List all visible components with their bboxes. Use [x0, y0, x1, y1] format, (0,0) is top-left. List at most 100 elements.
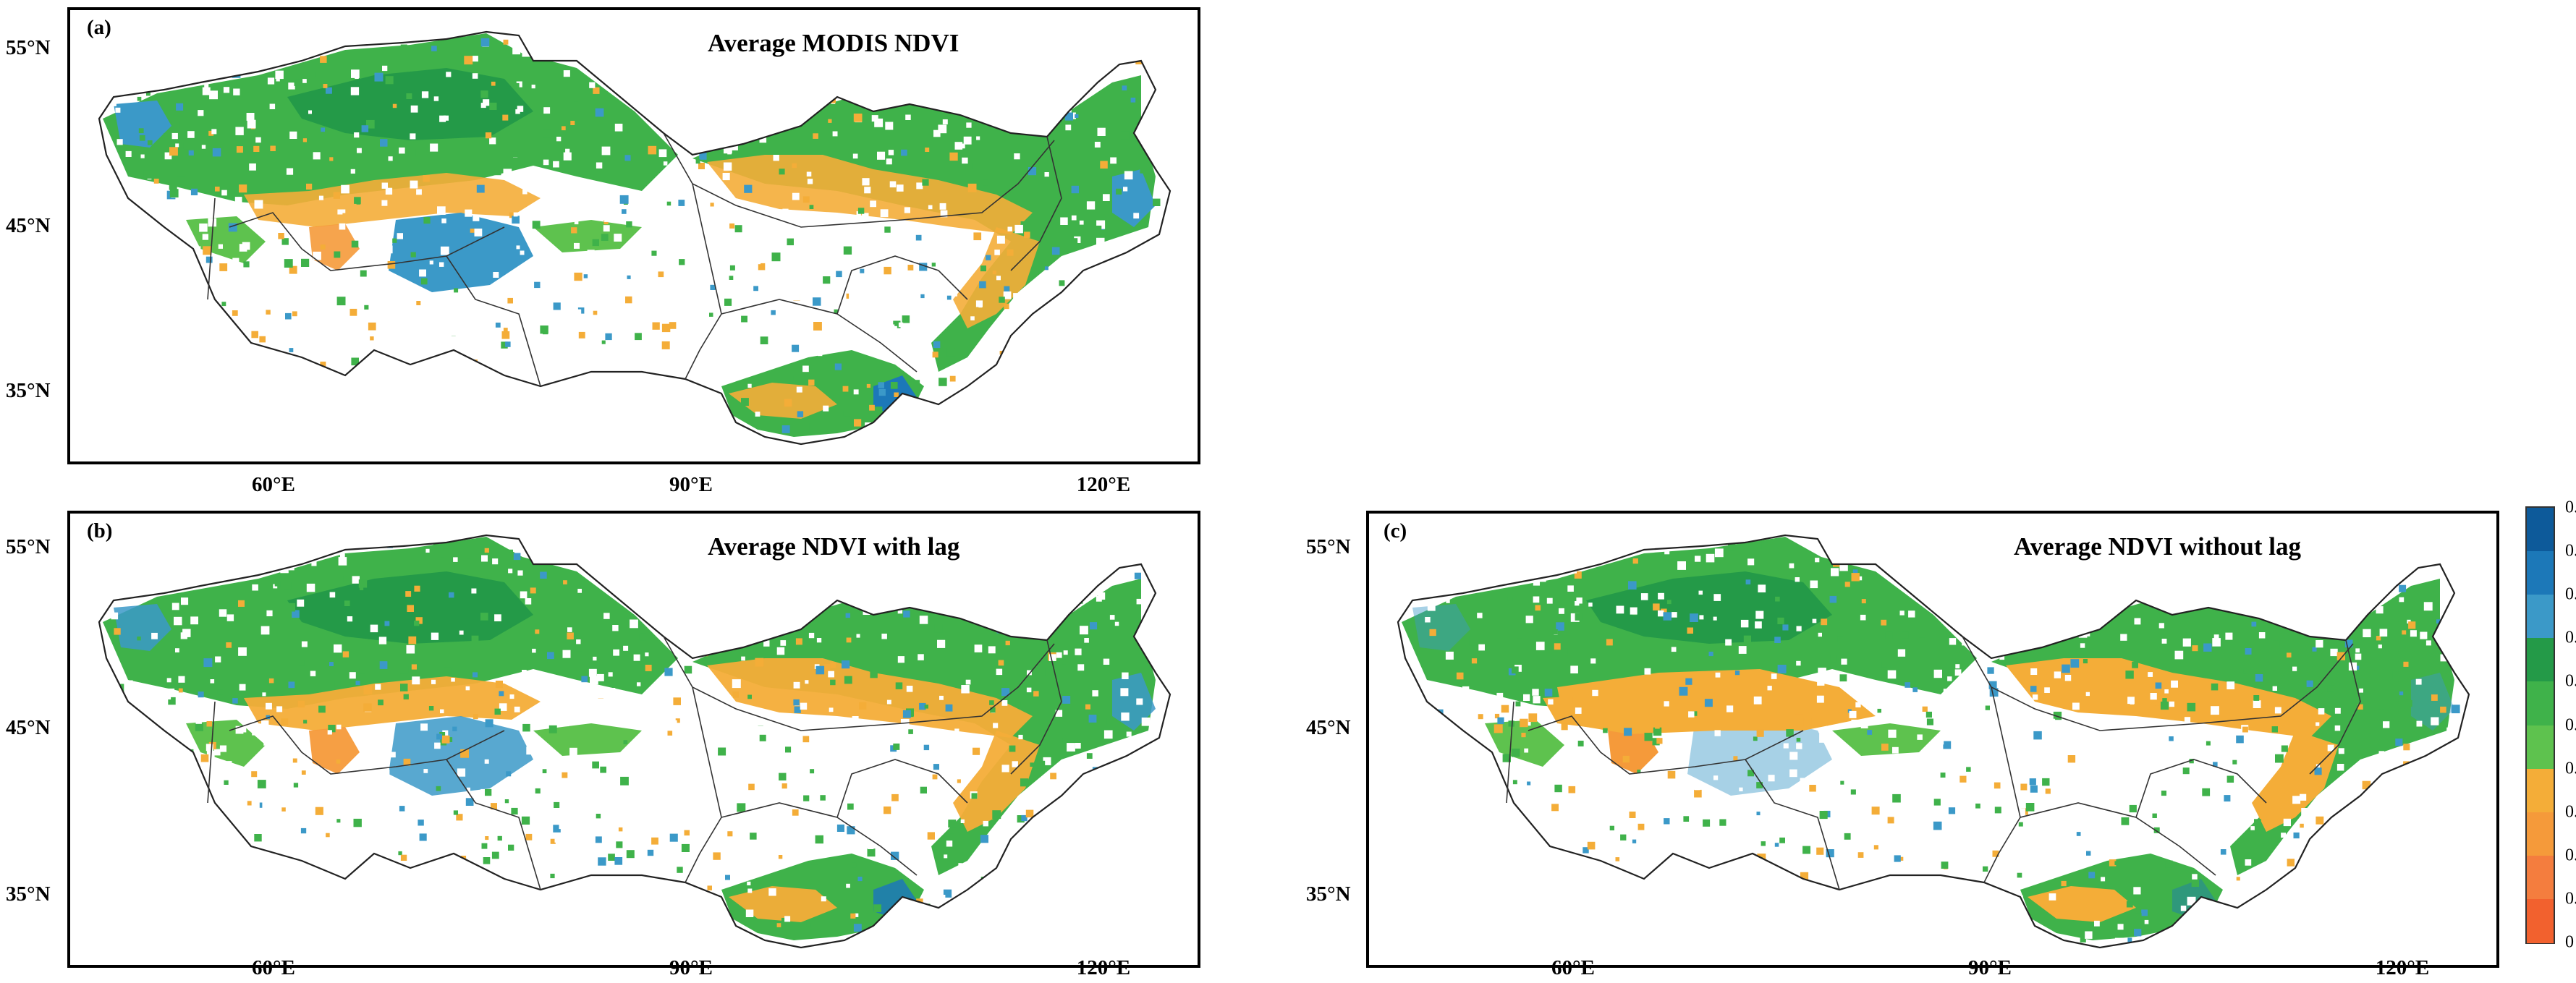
ndvi-pixel [219, 569, 226, 576]
ndvi-pixel [263, 741, 268, 746]
ndvi-pixel [1826, 849, 1834, 858]
ndvi-pixel [284, 259, 293, 268]
ndvi-pixel [2059, 812, 2065, 820]
ndvi-pixel [686, 545, 695, 554]
ndvi-pixel [516, 81, 522, 88]
ndvi-pixel [1809, 785, 1816, 792]
ndvi-pixel [520, 216, 525, 221]
ndvi-pixel [1943, 564, 1951, 572]
ndvi-pixel [1632, 839, 1637, 843]
ndvi-pixel [240, 203, 247, 210]
ndvi-pixel [1075, 114, 1079, 118]
ndvi-pixel [1047, 834, 1054, 841]
ndvi-pixel [944, 854, 948, 859]
ndvi-pixel [1101, 836, 1107, 843]
ndvi-pixel [1637, 770, 1641, 774]
ndvi-pixel [1622, 544, 1630, 552]
ndvi-pixel [634, 843, 639, 848]
ndvi-pixel [269, 755, 274, 759]
ndvi-pixel [203, 541, 212, 550]
ndvi-pixel [2439, 870, 2444, 875]
ndvi-pixel [2255, 674, 2263, 682]
ndvi-pixel [1062, 696, 1071, 704]
ndvi-pixel [741, 656, 745, 661]
ndvi-pixel [1886, 855, 1890, 860]
ndvi-pixel [1070, 812, 1077, 819]
ndvi-pixel [269, 39, 274, 43]
ndvi-pixel [1853, 904, 1860, 911]
ndvi-pixel [654, 830, 660, 836]
ndvi-pixel [658, 149, 667, 158]
ndvi-pixel [2146, 752, 2155, 760]
ndvi-pixel [614, 857, 623, 865]
ndvi-pixel [2405, 699, 2412, 707]
ndvi-pixel [1904, 540, 1909, 545]
ndvi-pixel [1849, 710, 1857, 718]
ndvi-pixel [1517, 633, 1522, 639]
ndvi-pixel [902, 710, 911, 718]
country-border [1010, 136, 1062, 271]
ndvi-pixel [302, 911, 308, 918]
ndvi-pixel [1098, 868, 1102, 872]
ndvi-pixel [2281, 833, 2286, 838]
ndvi-pixel [2316, 640, 2323, 648]
ndvi-pixel [281, 238, 289, 245]
ndvi-pixel [131, 881, 137, 888]
ndvi-pixel [2236, 877, 2240, 881]
ndvi-pixel [2417, 892, 2421, 896]
ndvi-pixel [1417, 706, 1423, 712]
ndvi-pixel [1544, 689, 1553, 697]
ndvi-pixel [782, 208, 789, 215]
ndvi-pixel [620, 935, 625, 940]
ndvi-pixel [311, 561, 317, 566]
ndvi-pixel [1658, 592, 1664, 600]
ndvi-pixel [1959, 775, 1967, 783]
ndvi-pixel [1027, 388, 1035, 396]
ndvi-pixel [922, 179, 929, 186]
ndvi-pixel [185, 299, 194, 307]
ndvi-pixel [2237, 568, 2245, 574]
ndvi-pixel [458, 429, 462, 434]
ndvi-pixel [872, 567, 880, 576]
ndvi-pixel [1017, 556, 1023, 563]
ndvi-pixel [1992, 850, 1999, 857]
ndvi-pixel [1694, 837, 1699, 842]
ndvi-pixel [1972, 910, 1980, 919]
ndvi-pixel [785, 746, 792, 753]
ndvi-pixel [583, 274, 588, 278]
ndvi-pixel [947, 384, 954, 391]
ndvi-pixel [216, 205, 224, 214]
ndvi-pixel [889, 181, 897, 188]
ndvi-pixel [1841, 658, 1847, 665]
ndvi-pixel [675, 54, 684, 64]
ndvi-pixel [457, 927, 462, 932]
ndvi-pixel [1664, 818, 1670, 825]
ndvi-pixel [1013, 628, 1018, 633]
ndvi-pixel [1454, 940, 1459, 944]
ndvi-pixel [787, 790, 792, 795]
ndvi-pixel [675, 718, 680, 723]
ndvi-pixel [648, 71, 657, 79]
ndvi-pixel [2364, 819, 2370, 825]
ndvi-pixel [943, 889, 952, 898]
ndvi-pixel [667, 731, 673, 736]
ndvi-pixel [517, 570, 523, 576]
ndvi-pixel [1043, 406, 1051, 412]
ndvi-pixel [1060, 217, 1068, 225]
ndvi-pixel [1588, 761, 1594, 767]
ndvi-pixel [239, 184, 247, 193]
ndvi-pixel [632, 48, 640, 55]
ndvi-pixel [146, 250, 152, 255]
ndvi-pixel [2054, 671, 2061, 678]
ndvi-pixel [412, 676, 420, 685]
ndvi-pixel [574, 272, 582, 281]
ndvi-pixel [983, 111, 990, 118]
ndvi-pixel [1071, 185, 1079, 194]
ndvi-pixel [109, 98, 116, 106]
ndvi-pixel [1056, 652, 1062, 658]
ndvi-pixel [1567, 585, 1574, 592]
ndvi-pixel [344, 265, 349, 271]
ndvi-pixel [756, 719, 764, 726]
ndvi-pixel [639, 633, 647, 641]
ndvi-pixel [965, 163, 973, 170]
